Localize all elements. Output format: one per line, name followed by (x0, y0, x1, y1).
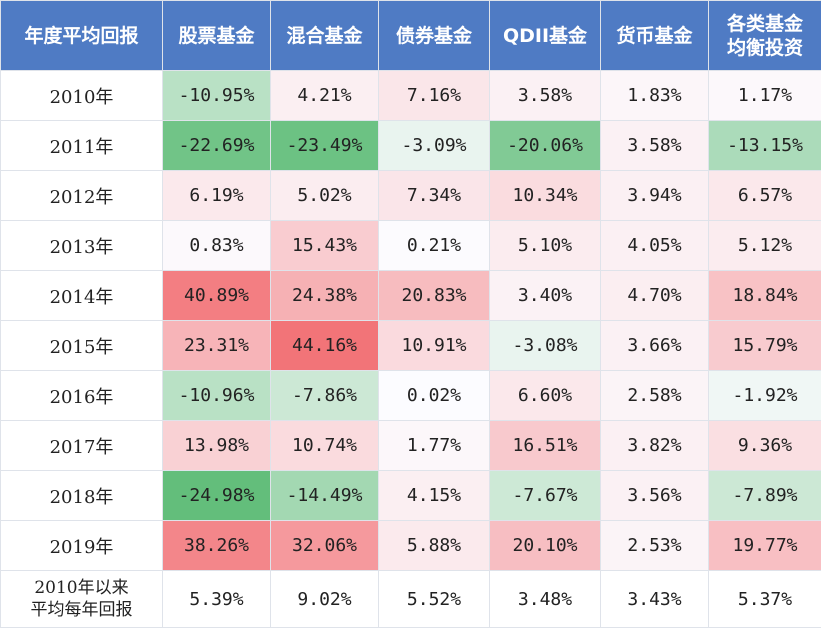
value-cell-stock-fund: -10.96% (163, 371, 271, 421)
value-cell-stock-fund: 40.89% (163, 271, 271, 321)
summary-value-cell-hybrid-fund: 9.02% (271, 571, 379, 628)
header-row: 年度平均回报 股票基金 混合基金 债券基金 QDII基金 货币基金 各类基金 均… (1, 1, 821, 71)
value-cell-hybrid-fund: 15.43% (271, 221, 379, 271)
value-cell-qdii-fund: -3.08% (490, 321, 601, 371)
value-cell-balanced-portfolio: -1.92% (709, 371, 821, 421)
table-body: 2010年-10.95%4.21%7.16%3.58%1.83%1.17%201… (1, 71, 821, 628)
value-cell-hybrid-fund: 44.16% (271, 321, 379, 371)
value-cell-money-fund: 3.58% (601, 121, 709, 171)
value-cell-hybrid-fund: -14.49% (271, 471, 379, 521)
year-label-cell: 2018年 (1, 471, 163, 521)
value-cell-balanced-portfolio: 9.36% (709, 421, 821, 471)
value-cell-stock-fund: -22.69% (163, 121, 271, 171)
value-cell-qdii-fund: 5.10% (490, 221, 601, 271)
value-cell-bond-fund: 20.83% (379, 271, 490, 321)
value-cell-hybrid-fund: -23.49% (271, 121, 379, 171)
value-cell-qdii-fund: 3.40% (490, 271, 601, 321)
summary-value-cell-balanced-portfolio: 5.37% (709, 571, 821, 628)
summary-value-cell-money-fund: 3.43% (601, 571, 709, 628)
value-cell-balanced-portfolio: 1.17% (709, 71, 821, 121)
year-label-cell: 2012年 (1, 171, 163, 221)
header-cell-money-fund: 货币基金 (601, 1, 709, 71)
value-cell-stock-fund: 38.26% (163, 521, 271, 571)
value-cell-bond-fund: 0.02% (379, 371, 490, 421)
value-cell-money-fund: 4.70% (601, 271, 709, 321)
summary-value-cell-bond-fund: 5.52% (379, 571, 490, 628)
header-cell-stock-fund: 股票基金 (163, 1, 271, 71)
year-label-cell: 2011年 (1, 121, 163, 171)
value-cell-stock-fund: 13.98% (163, 421, 271, 471)
header-cell-bond-fund: 债券基金 (379, 1, 490, 71)
table-row: 2010年-10.95%4.21%7.16%3.58%1.83%1.17% (1, 71, 821, 121)
value-cell-bond-fund: 0.21% (379, 221, 490, 271)
value-cell-stock-fund: -10.95% (163, 71, 271, 121)
summary-value-cell-qdii-fund: 3.48% (490, 571, 601, 628)
header-cell-balanced-portfolio: 各类基金 均衡投资 (709, 1, 821, 71)
year-label-cell: 2016年 (1, 371, 163, 421)
value-cell-qdii-fund: -20.06% (490, 121, 601, 171)
value-cell-bond-fund: 7.34% (379, 171, 490, 221)
header-cell-qdii-fund: QDII基金 (490, 1, 601, 71)
value-cell-bond-fund: -3.09% (379, 121, 490, 171)
value-cell-hybrid-fund: 5.02% (271, 171, 379, 221)
value-cell-bond-fund: 1.77% (379, 421, 490, 471)
value-cell-hybrid-fund: 32.06% (271, 521, 379, 571)
table-row: 2018年-24.98%-14.49%4.15%-7.67%3.56%-7.89… (1, 471, 821, 521)
value-cell-money-fund: 1.83% (601, 71, 709, 121)
value-cell-hybrid-fund: 10.74% (271, 421, 379, 471)
value-cell-qdii-fund: 3.58% (490, 71, 601, 121)
value-cell-qdii-fund: 10.34% (490, 171, 601, 221)
year-label-cell: 2017年 (1, 421, 163, 471)
value-cell-bond-fund: 5.88% (379, 521, 490, 571)
value-cell-qdii-fund: 6.60% (490, 371, 601, 421)
value-cell-hybrid-fund: -7.86% (271, 371, 379, 421)
value-cell-stock-fund: 23.31% (163, 321, 271, 371)
value-cell-balanced-portfolio: -7.89% (709, 471, 821, 521)
year-label-cell: 2010年 (1, 71, 163, 121)
summary-row: 2010年以来 平均每年回报 5.39%9.02%5.52%3.48%3.43%5… (1, 571, 821, 628)
year-label-cell: 2015年 (1, 321, 163, 371)
table-row: 2016年-10.96%-7.86%0.02%6.60%2.58%-1.92% (1, 371, 821, 421)
value-cell-money-fund: 4.05% (601, 221, 709, 271)
value-cell-money-fund: 2.53% (601, 521, 709, 571)
table-row: 2011年-22.69%-23.49%-3.09%-20.06%3.58%-13… (1, 121, 821, 171)
value-cell-hybrid-fund: 24.38% (271, 271, 379, 321)
value-cell-money-fund: 3.94% (601, 171, 709, 221)
year-label-cell: 2013年 (1, 221, 163, 271)
value-cell-balanced-portfolio: 18.84% (709, 271, 821, 321)
header-cell-hybrid-fund: 混合基金 (271, 1, 379, 71)
value-cell-qdii-fund: 20.10% (490, 521, 601, 571)
summary-label-text: 2010年以来 平均每年回报 (31, 577, 133, 621)
value-cell-stock-fund: 0.83% (163, 221, 271, 271)
year-label-cell: 2019年 (1, 521, 163, 571)
value-cell-bond-fund: 4.15% (379, 471, 490, 521)
value-cell-hybrid-fund: 4.21% (271, 71, 379, 121)
value-cell-balanced-portfolio: 15.79% (709, 321, 821, 371)
value-cell-qdii-fund: 16.51% (490, 421, 601, 471)
value-cell-balanced-portfolio: -13.15% (709, 121, 821, 171)
summary-value-cell-stock-fund: 5.39% (163, 571, 271, 628)
value-cell-bond-fund: 7.16% (379, 71, 490, 121)
value-cell-balanced-portfolio: 5.12% (709, 221, 821, 271)
value-cell-money-fund: 3.56% (601, 471, 709, 521)
value-cell-money-fund: 3.82% (601, 421, 709, 471)
summary-label-cell: 2010年以来 平均每年回报 (1, 571, 163, 628)
year-label-cell: 2014年 (1, 271, 163, 321)
value-cell-balanced-portfolio: 19.77% (709, 521, 821, 571)
value-cell-stock-fund: -24.98% (163, 471, 271, 521)
header-cell-year: 年度平均回报 (1, 1, 163, 71)
value-cell-money-fund: 2.58% (601, 371, 709, 421)
value-cell-bond-fund: 10.91% (379, 321, 490, 371)
value-cell-qdii-fund: -7.67% (490, 471, 601, 521)
value-cell-balanced-portfolio: 6.57% (709, 171, 821, 221)
value-cell-stock-fund: 6.19% (163, 171, 271, 221)
value-cell-money-fund: 3.66% (601, 321, 709, 371)
